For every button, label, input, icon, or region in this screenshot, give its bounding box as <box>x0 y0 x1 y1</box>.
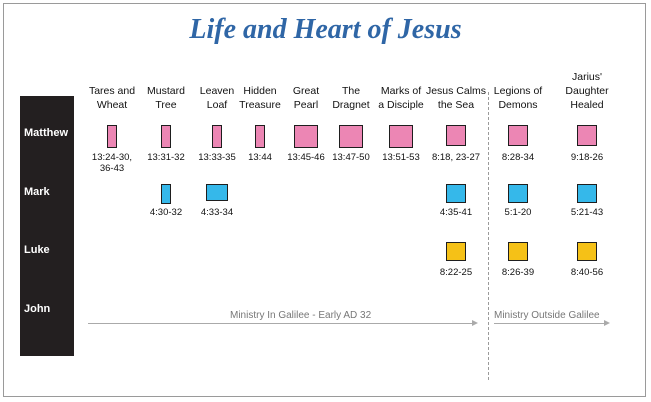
outside-arrow-head <box>604 320 610 326</box>
period-divider <box>488 92 489 380</box>
period-label-outside: Ministry Outside Galilee <box>494 310 600 321</box>
gospel-box-luke <box>446 242 466 261</box>
event-label: Jesus Calms <box>425 85 487 97</box>
gospel-label-matthew: Matthew <box>24 127 68 139</box>
event-label: Healed <box>570 99 604 111</box>
gospel-label-luke: Luke <box>24 244 50 256</box>
chart-frame <box>3 3 646 397</box>
event-label: Tree <box>155 99 177 111</box>
event-label: Demons <box>498 99 538 111</box>
verse-ref-matthew: 36-43 <box>99 163 125 174</box>
verse-ref-matthew: 13:33-35 <box>198 152 236 163</box>
gospel-box-matthew <box>389 125 413 148</box>
event-label: a Disciple <box>378 99 424 111</box>
gospel-box-matthew <box>161 125 171 148</box>
event-label: Wheat <box>96 99 128 111</box>
verse-ref-matthew: 8:28-34 <box>501 152 535 163</box>
verse-ref-mark: 4:30-32 <box>149 207 183 218</box>
gospel-box-luke <box>508 242 528 261</box>
gospel-box-matthew <box>212 125 222 148</box>
verse-ref-matthew: 13:44 <box>248 152 272 163</box>
event-label: Jarius' <box>571 71 603 83</box>
gospel-box-matthew <box>577 125 597 146</box>
event-label: Daughter <box>565 85 609 97</box>
verse-ref-luke: 8:26-39 <box>501 267 535 278</box>
gospel-box-mark <box>577 184 597 203</box>
event-label: The <box>341 85 361 97</box>
gospel-box-mark <box>508 184 528 203</box>
verse-ref-mark: 5:1-20 <box>504 207 532 218</box>
event-label: Marks of <box>380 85 422 97</box>
gospel-box-matthew <box>107 125 117 148</box>
gospel-label-john: John <box>24 303 51 315</box>
event-label: Leaven <box>199 85 235 97</box>
event-label: Treasure <box>239 99 281 111</box>
gospel-box-mark <box>206 184 228 201</box>
event-label: Legions of <box>493 85 543 97</box>
period-label-galilee: Ministry In Galilee - Early AD 32 <box>230 310 372 321</box>
verse-ref-matthew: 13:45-46 <box>287 152 325 163</box>
galilee-arrow-line <box>88 323 472 324</box>
verse-ref-mark: 4:35-41 <box>439 207 473 218</box>
gospel-box-matthew <box>508 125 528 146</box>
gospel-box-mark <box>161 184 171 204</box>
event-label: Mustard <box>147 85 185 97</box>
event-label: the Sea <box>437 99 475 111</box>
verse-ref-matthew: 13:47-50 <box>332 152 370 163</box>
gospel-box-matthew <box>339 125 363 148</box>
event-label: Pearl <box>293 99 319 111</box>
verse-ref-luke: 8:22-25 <box>439 267 473 278</box>
verse-ref-mark: 4:33-34 <box>200 207 234 218</box>
verse-ref-matthew: 13:24-30, <box>91 152 133 163</box>
galilee-arrow-head <box>472 320 478 326</box>
gospel-box-matthew <box>255 125 265 148</box>
event-label: Tares and <box>88 85 136 97</box>
verse-ref-matthew: 9:18-26 <box>570 152 604 163</box>
event-label: Loaf <box>206 99 228 111</box>
gospel-box-mark <box>446 184 466 203</box>
verse-ref-luke: 8:40-56 <box>570 267 604 278</box>
gospel-label-mark: Mark <box>24 186 50 198</box>
outside-arrow-line <box>494 323 604 324</box>
gospel-sidebar <box>20 96 74 356</box>
verse-ref-matthew: 13:51-53 <box>382 152 420 163</box>
verse-ref-matthew: 8:18, 23-27 <box>431 152 481 163</box>
event-label: Great <box>292 85 320 97</box>
chart-title: Life and Heart of Jesus <box>189 14 462 45</box>
gospel-box-matthew <box>446 125 466 146</box>
event-label: Hidden <box>243 85 277 97</box>
verse-ref-matthew: 13:31-32 <box>147 152 185 163</box>
event-label: Dragnet <box>332 99 370 111</box>
verse-ref-mark: 5:21-43 <box>570 207 604 218</box>
gospel-box-luke <box>577 242 597 261</box>
gospel-box-matthew <box>294 125 318 148</box>
